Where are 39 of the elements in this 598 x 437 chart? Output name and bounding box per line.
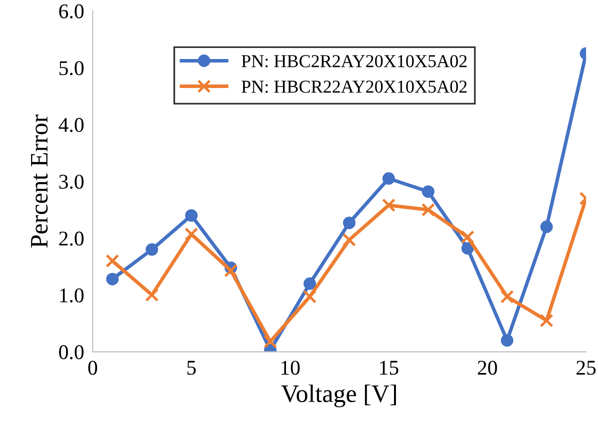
y-axis-title: Percent Error <box>31 114 48 248</box>
x-tick-label: 5 <box>187 360 196 375</box>
point <box>146 243 158 256</box>
point <box>461 242 474 255</box>
point <box>263 334 278 348</box>
point <box>382 198 396 212</box>
x-tick-label: 10 <box>281 360 300 375</box>
point <box>421 202 435 217</box>
point <box>342 233 356 247</box>
y-tick-label: 0.0 <box>59 345 84 360</box>
x-axis-title: Voltage [V] <box>281 384 396 408</box>
point <box>540 220 553 234</box>
x-tick-label: 20 <box>478 360 497 375</box>
x-tick-label: 15 <box>380 360 398 375</box>
point <box>500 334 514 347</box>
point <box>184 227 198 241</box>
x-tick-label: 25 <box>576 360 596 375</box>
point <box>422 185 434 198</box>
point <box>224 264 238 278</box>
point <box>342 216 356 230</box>
legend-label: PN: HBC2R2AY20X10X5A02 <box>242 55 467 68</box>
x-tick-label: 0 <box>88 360 98 375</box>
y-tick-label: 2.0 <box>59 232 84 246</box>
point <box>500 290 514 304</box>
point <box>106 254 120 268</box>
point <box>302 290 317 304</box>
point <box>145 288 159 302</box>
y-tick-label: 5.0 <box>60 61 84 76</box>
point <box>460 230 474 244</box>
y-tick-label: 6.0 <box>59 4 84 18</box>
point <box>185 209 198 222</box>
y-tick-label: 1.0 <box>60 288 84 302</box>
point <box>106 272 119 286</box>
legend-label: PN: HBCR22AY20X10X5A02 <box>242 80 467 93</box>
point <box>304 277 316 290</box>
y-tick-label: 4.0 <box>58 118 84 132</box>
point <box>382 172 395 185</box>
y-tick-label: 3.0 <box>59 174 84 189</box>
point <box>540 314 554 328</box>
